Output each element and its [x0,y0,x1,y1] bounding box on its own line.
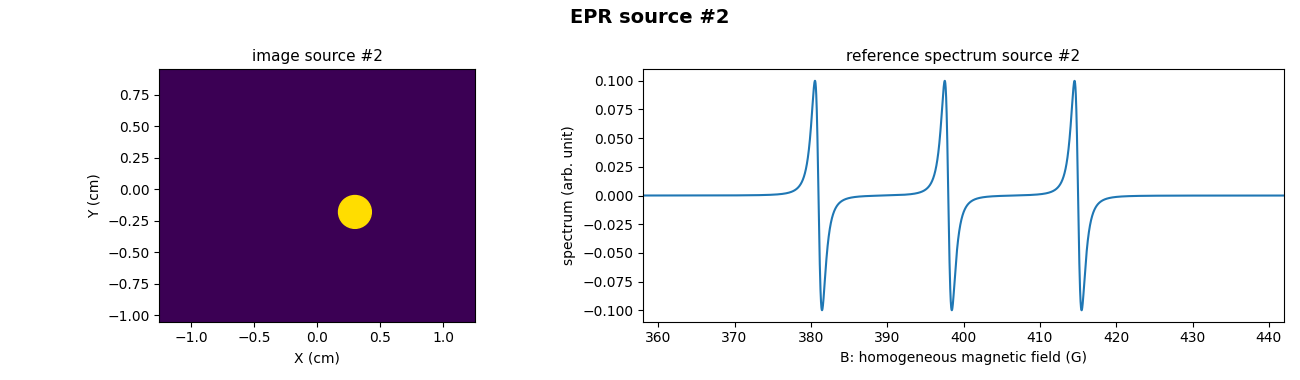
Text: EPR source #2: EPR source #2 [571,8,729,27]
Y-axis label: spectrum (arb. unit): spectrum (arb. unit) [563,126,576,265]
Circle shape [338,196,372,228]
Title: image source #2: image source #2 [252,49,382,64]
Y-axis label: Y (cm): Y (cm) [87,173,101,218]
X-axis label: B: homogeneous magnetic field (G): B: homogeneous magnetic field (G) [840,351,1087,365]
Title: reference spectrum source #2: reference spectrum source #2 [846,49,1080,64]
X-axis label: X (cm): X (cm) [294,351,341,365]
